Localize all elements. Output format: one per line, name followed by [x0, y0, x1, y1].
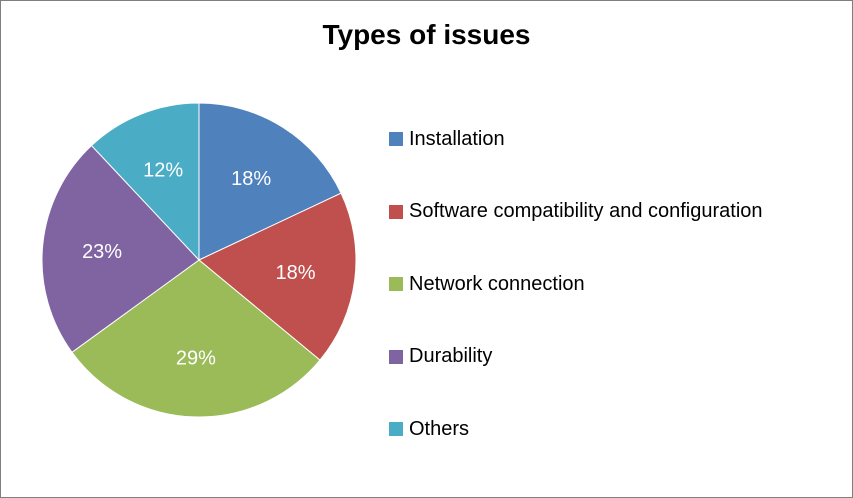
slice-label-4: 23% [82, 241, 122, 263]
slice-label-1: 18% [231, 168, 271, 190]
legend-label: Network connection [409, 273, 585, 296]
legend-item: Installation [389, 121, 505, 157]
legend-swatch [389, 132, 403, 146]
legend-label: Software compatibility and configuration [409, 200, 763, 223]
legend-swatch [389, 422, 403, 436]
slice-label-2: 18% [276, 262, 316, 284]
slice-label-5: 12% [143, 159, 183, 181]
legend-item: Others [389, 411, 469, 447]
legend-swatch [389, 205, 403, 219]
legend-item: Network connection [389, 266, 585, 302]
legend-label: Durability [409, 345, 492, 368]
legend-item: Software compatibility and configuration [389, 194, 763, 230]
legend-item: Durability [389, 339, 492, 375]
legend-label: Installation [409, 128, 505, 151]
legend-label: Others [409, 418, 469, 441]
legend-swatch [389, 277, 403, 291]
legend-swatch [389, 350, 403, 364]
slice-label-3: 29% [176, 347, 216, 369]
